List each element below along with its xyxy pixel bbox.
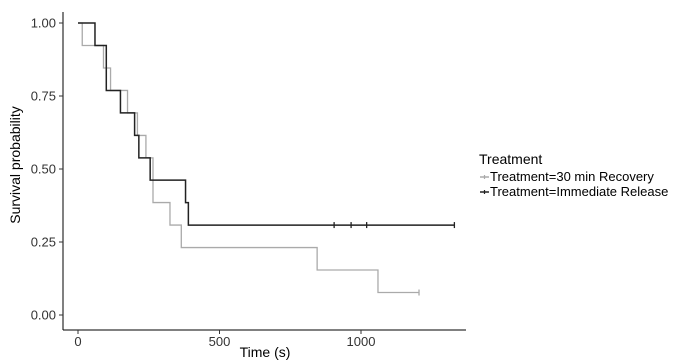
y-axis-ticks: 0.00 0.25 0.50 0.75 1.00 <box>31 16 63 323</box>
legend-label-2: Treatment=Immediate Release <box>490 184 668 199</box>
y-tick-label: 0.50 <box>31 162 56 177</box>
series-line-1 <box>78 22 420 294</box>
legend: Treatment Treatment=30 min RecoveryTreat… <box>479 151 668 199</box>
y-tick-label: 1.00 <box>31 16 56 31</box>
x-axis-ticks: 0 500 1000 <box>74 330 375 349</box>
x-tick-label: 1000 <box>347 334 376 349</box>
y-axis-title: Survival probability <box>7 106 23 224</box>
series-layer <box>78 22 456 296</box>
legend-label-1: Treatment=30 min Recovery <box>490 169 654 184</box>
y-tick-label: 0.75 <box>31 89 56 104</box>
y-tick-label: 0.25 <box>31 235 56 250</box>
legend-title: Treatment <box>479 151 542 167</box>
x-tick-label: 0 <box>74 334 81 349</box>
axes <box>62 12 466 331</box>
series-line-2 <box>78 22 455 226</box>
x-tick-label: 500 <box>209 334 231 349</box>
x-axis-title: Time (s) <box>240 344 291 360</box>
y-tick-label: 0.00 <box>31 308 56 323</box>
